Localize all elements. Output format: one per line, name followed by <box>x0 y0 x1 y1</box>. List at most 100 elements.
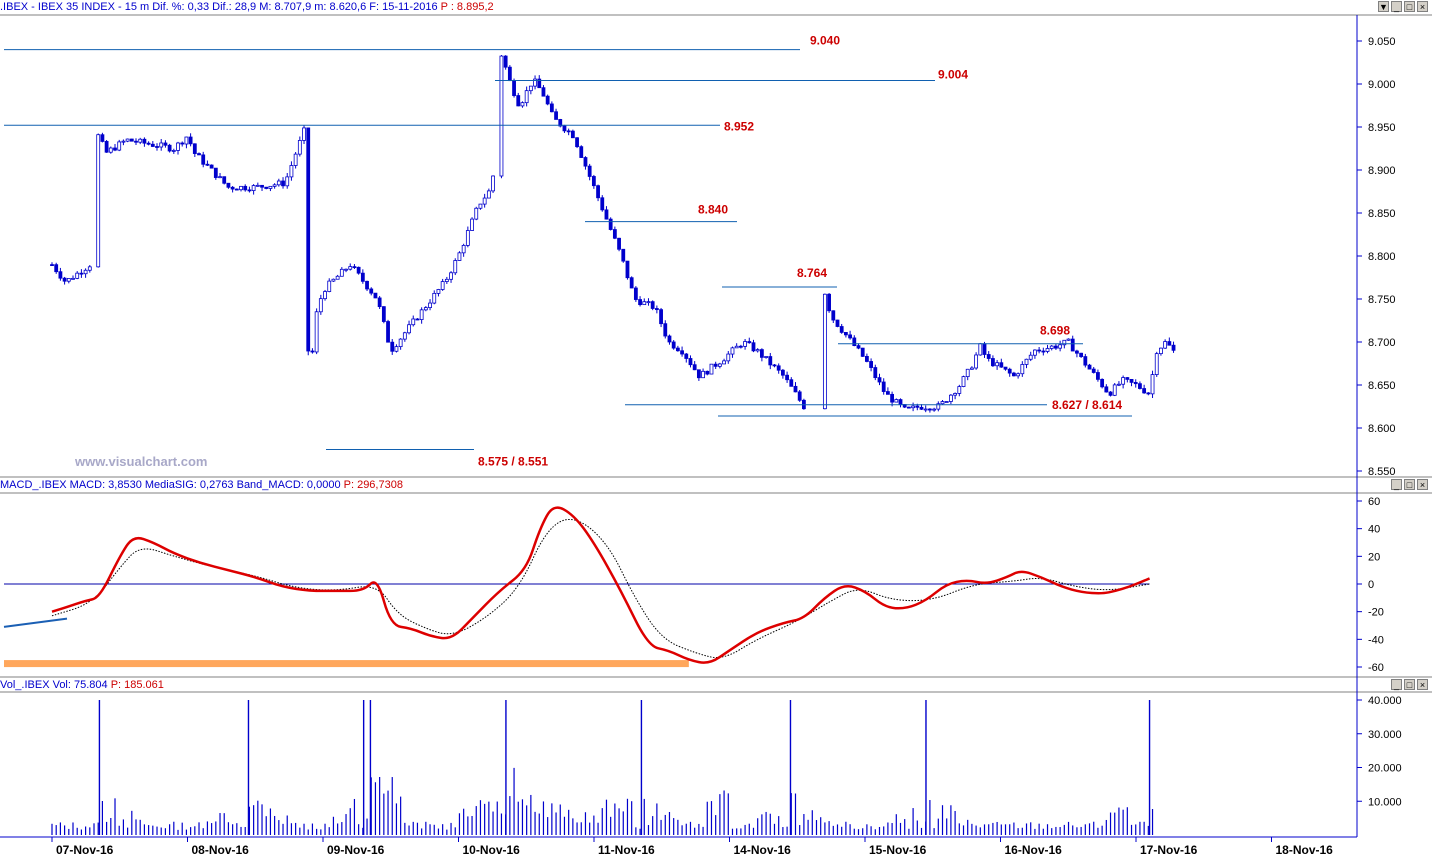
candle-body <box>575 137 579 148</box>
candle-body <box>171 150 176 152</box>
candle-body <box>201 154 206 165</box>
candle-body <box>138 138 143 143</box>
candle-body <box>919 406 924 410</box>
candle-body <box>276 180 281 186</box>
candle-body <box>898 399 903 405</box>
candle-body <box>747 341 752 344</box>
candle-body <box>537 78 542 89</box>
candle-body <box>247 189 252 192</box>
candle-body <box>1079 352 1084 357</box>
maximize-button[interactable]: □ <box>1404 679 1415 690</box>
candle-body <box>100 134 105 142</box>
candle-body <box>1083 356 1088 366</box>
candle-body <box>999 362 1004 368</box>
candle-body <box>1028 354 1033 360</box>
candle-body <box>79 272 84 275</box>
x-tick-label: 09-Nov-16 <box>327 843 385 857</box>
x-tick-label: 08-Nov-16 <box>192 843 250 857</box>
candle-body <box>596 185 600 199</box>
candle-body <box>524 90 529 104</box>
maximize-button[interactable]: □ <box>1404 479 1415 490</box>
candle-body <box>222 176 227 184</box>
candle-body <box>646 301 651 304</box>
candle-body <box>843 332 848 336</box>
candle-body <box>1007 368 1012 374</box>
candle-body <box>1138 383 1142 389</box>
candle-body <box>587 165 592 177</box>
macd-panel-window-buttons: _ □ × <box>1391 479 1428 491</box>
candle-body <box>1121 377 1126 385</box>
candle-body <box>184 136 189 145</box>
candle-body <box>722 360 726 365</box>
candle-body <box>268 185 273 189</box>
candle-body <box>541 87 546 97</box>
candle-body <box>209 164 214 169</box>
close-button[interactable]: × <box>1417 1 1428 12</box>
vol-panel-header: Vol_.IBEX Vol: 75.804 P: 185.061 <box>0 678 164 692</box>
candle-body <box>864 355 869 362</box>
candle-body <box>785 374 789 381</box>
candle-body <box>62 277 67 282</box>
candle-body <box>50 264 54 267</box>
x-tick-label: 14-Nov-16 <box>734 843 792 857</box>
candle-body <box>239 185 243 191</box>
candle-body <box>621 248 626 262</box>
maximize-button[interactable]: □ <box>1404 1 1415 12</box>
candle-body <box>344 268 348 271</box>
candle-body <box>835 319 840 327</box>
candle-body <box>852 337 857 347</box>
collapse-button[interactable]: ▼ <box>1378 1 1389 12</box>
candle-body <box>701 370 705 379</box>
candle-body <box>566 130 571 133</box>
candle-body <box>549 103 554 113</box>
candle-body <box>461 244 466 254</box>
candle-body <box>449 272 453 280</box>
candle-body <box>1104 386 1109 393</box>
candle-body <box>1129 378 1134 383</box>
candle-body <box>117 141 122 151</box>
candle-body <box>108 147 113 153</box>
candle-body <box>1041 350 1046 353</box>
candle-body <box>255 184 260 187</box>
candle-body <box>974 354 979 369</box>
candle-body <box>134 140 138 143</box>
candle-body <box>528 85 533 92</box>
minimize-button[interactable]: _ <box>1391 1 1402 12</box>
minimize-button[interactable]: _ <box>1391 679 1402 690</box>
level-label: 9.040 <box>810 34 840 48</box>
candle-body <box>146 142 151 145</box>
x-tick-label: 07-Nov-16 <box>56 843 114 857</box>
candle-body <box>562 125 567 132</box>
candle-body <box>297 140 302 155</box>
candle-body <box>944 401 949 403</box>
candle-body <box>1117 383 1121 386</box>
y-tick-label: 8.850 <box>1368 208 1396 220</box>
candle-body <box>986 354 991 359</box>
y-tick-label: -20 <box>1368 607 1384 619</box>
candle-body <box>684 353 689 359</box>
candle-body <box>953 393 958 396</box>
candle-body <box>411 318 416 326</box>
y-tick-label: 8.550 <box>1368 466 1396 478</box>
minimize-button[interactable]: _ <box>1391 479 1402 490</box>
candle-body <box>1037 349 1042 352</box>
candle-body <box>197 153 201 156</box>
candle-body <box>1058 344 1063 349</box>
candle-body <box>768 356 773 366</box>
candle-body <box>436 289 441 294</box>
candle-body <box>1125 377 1130 380</box>
candle-body <box>486 190 491 199</box>
candle-body <box>1167 341 1172 346</box>
candle-body <box>478 203 483 209</box>
candle-body <box>982 343 987 355</box>
close-button[interactable]: × <box>1417 679 1428 690</box>
candle-body <box>1096 372 1100 380</box>
candle-body <box>558 119 563 127</box>
close-button[interactable]: × <box>1417 479 1428 490</box>
candle-body <box>1112 384 1117 396</box>
signal-line <box>51 518 1150 658</box>
candle-body <box>390 341 395 352</box>
candle-body <box>457 252 462 261</box>
candle-body <box>1091 368 1096 373</box>
